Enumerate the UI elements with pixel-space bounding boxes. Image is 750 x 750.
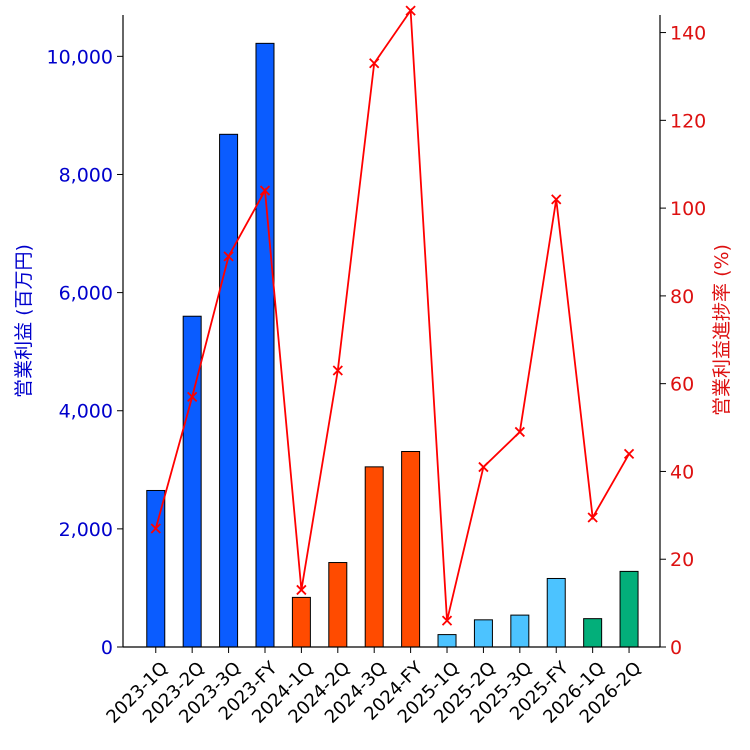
- progress-point-2026-1Q: [587, 512, 598, 523]
- bar-2023-FY: [255, 42, 275, 648]
- bar-2025-FY: [546, 577, 566, 648]
- right-tick-label: 100: [670, 198, 706, 220]
- progress-point-2025-1Q: [441, 615, 453, 626]
- bar-2023-1Q: [146, 489, 166, 648]
- progress-point-2024-3Q: [369, 58, 380, 69]
- right-tick-label: 140: [670, 23, 706, 45]
- left-axis-label: 営業利益 (百万円): [13, 244, 35, 398]
- right-tick-label: 0: [670, 637, 682, 659]
- progress-point-2026-2Q: [623, 448, 635, 460]
- right-tick-label: 40: [670, 461, 694, 483]
- bar-2025-3Q: [510, 614, 530, 648]
- left-tick-label: 0: [101, 637, 113, 659]
- right-tick-label: 20: [670, 549, 694, 571]
- left-tick-label: 10,000: [47, 46, 113, 68]
- progress-line: [154, 7, 630, 621]
- bar-2025-1Q: [437, 634, 457, 648]
- line-series: [150, 5, 635, 626]
- progress-point-2025-2Q: [478, 461, 489, 473]
- bar-2025-2Q: [473, 619, 493, 648]
- progress-point-2024-2Q: [332, 365, 343, 376]
- right-axis-ticks: 0 20 40 60 80 100 120 140: [660, 23, 706, 659]
- progress-point-2023-FY: [259, 185, 271, 196]
- bar-2024-1Q: [291, 596, 311, 648]
- bar-2026-1Q: [583, 618, 603, 648]
- right-tick-label: 120: [670, 110, 706, 132]
- bar-2023-2Q: [182, 315, 202, 648]
- progress-point-2025-3Q: [514, 426, 525, 438]
- progress-point-2023-3Q: [223, 251, 234, 262]
- progress-point-2023-1Q: [150, 523, 161, 534]
- bar-2026-2Q: [619, 570, 639, 648]
- progress-point-2024-1Q: [296, 584, 307, 596]
- progress-point-2023-2Q: [187, 391, 198, 402]
- bar-2023-3Q: [219, 133, 239, 648]
- progress-point-2024-FY: [405, 5, 416, 16]
- bar-2024-FY: [401, 450, 421, 648]
- bar-2024-3Q: [364, 466, 384, 648]
- left-tick-label: 2,000: [59, 519, 113, 541]
- right-axis-label: 営業利益進捗率 (%): [711, 244, 733, 416]
- bar-2024-2Q: [328, 562, 348, 648]
- left-tick-label: 4,000: [59, 401, 113, 423]
- right-tick-label: 80: [670, 286, 694, 308]
- left-tick-label: 6,000: [59, 283, 113, 305]
- progress-point-2025-FY: [551, 194, 562, 205]
- left-axis-ticks: 0 2,000 4,000 6,000 8,000 10,000: [47, 46, 123, 659]
- right-tick-label: 60: [670, 374, 694, 396]
- left-tick-label: 8,000: [59, 164, 113, 186]
